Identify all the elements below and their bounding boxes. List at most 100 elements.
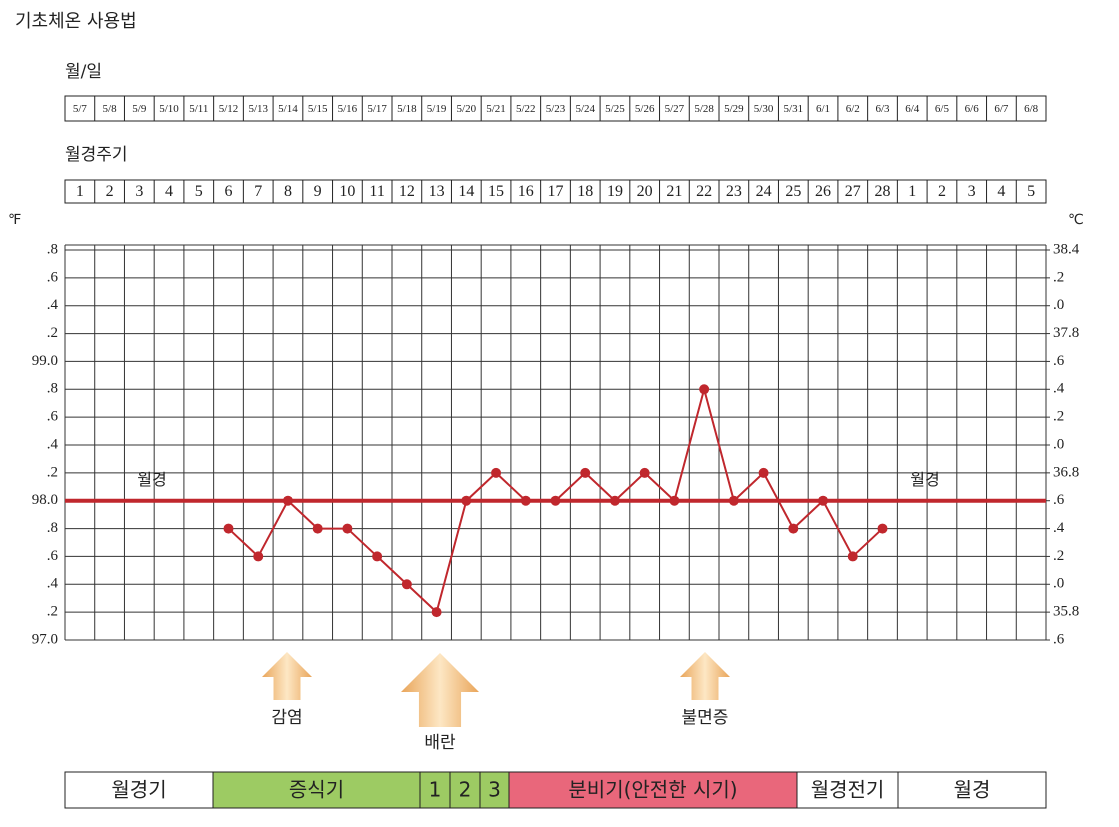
y2-tick-label: .6 (1053, 353, 1065, 369)
phase (897, 771, 1047, 809)
y-tick-label: 98.0 (32, 492, 58, 508)
row-cell: 5/30 (754, 103, 774, 115)
y2-unit: ℃ (1068, 212, 1084, 228)
reference-label: 월경 (910, 470, 939, 489)
row-cell: 5/23 (546, 103, 566, 115)
data-point (818, 495, 829, 506)
row-cell: 5 (195, 183, 203, 200)
row-cell: 27 (845, 183, 861, 200)
data-point (401, 579, 412, 590)
data-point (788, 523, 799, 534)
row-cell: 6 (225, 183, 233, 200)
data-point (312, 523, 323, 534)
row-cell: 17 (548, 183, 564, 200)
data-point (758, 467, 769, 478)
phase-label: 증식기 (289, 778, 344, 802)
data-point (639, 467, 650, 478)
row-cell: 5/11 (189, 103, 208, 115)
row-cell: 2 (938, 183, 946, 200)
row-cell: 12 (399, 183, 415, 200)
y2-tick-label: .6 (1053, 631, 1065, 647)
row-box (64, 179, 1047, 204)
phase-label: 분비기(안전한 시기) (568, 778, 737, 802)
y-tick-label: .4 (47, 297, 59, 313)
row-cell: 5/31 (784, 103, 804, 115)
y-tick-label: .6 (47, 409, 59, 425)
y-tick-label: .8 (47, 381, 58, 397)
y-tick-label: .2 (47, 604, 58, 620)
row-cell: 6/6 (965, 103, 980, 115)
row-cell: 5/16 (338, 103, 358, 115)
row-cell: 18 (577, 183, 593, 200)
row-cell: 2 (106, 183, 114, 200)
y2-tick-label: .0 (1053, 436, 1064, 452)
row-cell: 5/12 (219, 103, 239, 115)
y2-tick-label: .0 (1053, 576, 1064, 592)
y-tick-label: .4 (47, 436, 59, 452)
phase (449, 771, 481, 809)
phase-label: 월경기 (111, 778, 166, 802)
row-cell: 5/22 (516, 103, 536, 115)
phase (212, 771, 421, 809)
row-cell: 5/29 (724, 103, 744, 115)
row-cell: 5/13 (248, 103, 268, 115)
data-point (372, 551, 383, 562)
row-box (64, 95, 1047, 122)
row-label: 월경주기 (65, 145, 128, 165)
y-tick-label: 97.0 (32, 631, 58, 647)
data-point (282, 495, 293, 506)
row-cell: 5/9 (132, 103, 147, 115)
y2-tick-label: .2 (1053, 409, 1064, 425)
y2-tick-label: .4 (1053, 381, 1065, 397)
data-point (550, 495, 561, 506)
phase (64, 771, 214, 809)
row-cell: 28 (875, 183, 891, 200)
phase-label: 1 (429, 778, 442, 802)
row-cell: 6/8 (1024, 103, 1039, 115)
row-cell: 6/1 (816, 103, 830, 115)
row-cell: 26 (815, 183, 831, 200)
annotation: 감염 (271, 708, 302, 728)
y-tick-label: .2 (47, 464, 58, 480)
row-cell: 5/20 (457, 103, 477, 115)
y-tick-label: .8 (47, 241, 58, 257)
phase (508, 771, 798, 809)
row-cell: 5/25 (605, 103, 625, 115)
row-cell: 6/2 (846, 103, 860, 115)
annotation: 배란 (424, 733, 456, 753)
data-point (877, 523, 888, 534)
phase-label: 월경 (954, 778, 991, 802)
y-tick-label: .4 (47, 576, 59, 592)
row-cell: 5/26 (635, 103, 655, 115)
annotation: 불면증 (682, 708, 729, 728)
data-point (342, 523, 353, 534)
row-cell: 11 (369, 183, 384, 200)
row-cell: 5/8 (103, 103, 118, 115)
data-point (431, 607, 442, 618)
row-cell: 5/24 (575, 103, 595, 115)
row-cell: 1 (908, 183, 916, 200)
row-cell: 8 (284, 183, 292, 200)
row-cell: 13 (429, 183, 445, 200)
arrow (680, 652, 730, 700)
y-tick-label: .6 (47, 269, 59, 285)
reference-label: 월경 (137, 470, 166, 489)
row-cell: 3 (135, 183, 143, 200)
data-point (461, 495, 472, 506)
row-cell: 21 (666, 183, 682, 200)
row-cell: 5/28 (694, 103, 714, 115)
row-cell: 5/21 (486, 103, 506, 115)
y-tick-label: .6 (47, 548, 59, 564)
row-cell: 14 (458, 183, 474, 200)
y2-tick-label: 36.8 (1053, 464, 1079, 480)
row-cell: 3 (968, 183, 976, 200)
phase-label: 3 (488, 778, 501, 802)
data-point (223, 523, 234, 534)
row-cell: 4 (165, 183, 173, 200)
row-cell: 6/5 (935, 103, 950, 115)
row-cell: 5/7 (73, 103, 88, 115)
y-tick-label: 99.0 (32, 353, 58, 369)
row-cell: 1 (76, 183, 84, 200)
y2-tick-label: .2 (1053, 548, 1064, 564)
